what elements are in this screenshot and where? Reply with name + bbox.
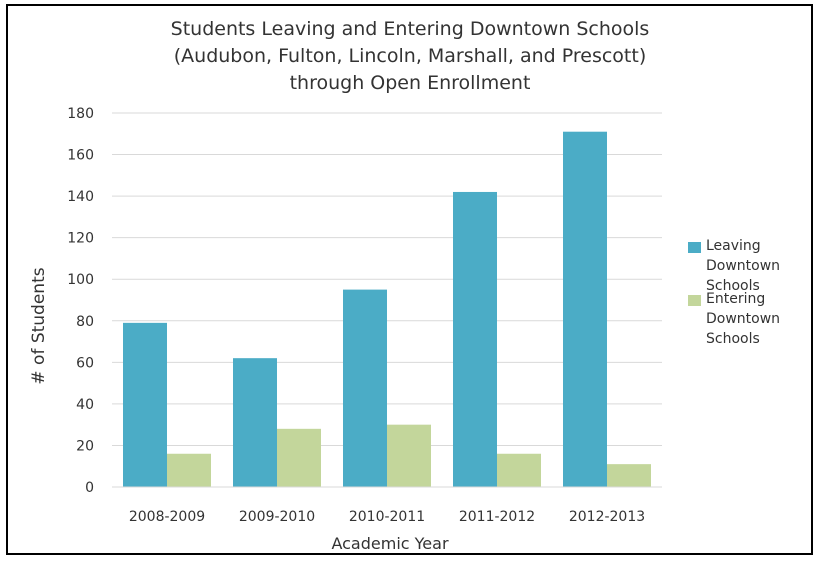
bar-leaving — [343, 289, 387, 487]
legend-label-leaving-2: Downtown — [706, 258, 781, 274]
y-axis-label: # of Students — [29, 267, 49, 384]
bar-leaving — [563, 131, 607, 487]
legend-swatch-entering — [688, 295, 701, 306]
bar-leaving — [453, 191, 497, 487]
y-tick-label: 160 — [67, 148, 94, 164]
y-tick-label: 20 — [76, 438, 94, 454]
y-tick-label: 80 — [76, 314, 94, 330]
legend-swatch-leaving — [688, 242, 701, 253]
y-tick-label: 0 — [85, 480, 94, 496]
legend-label-leaving-3: Schools — [706, 278, 760, 294]
legend-item-entering: Entering Downtown Schools — [688, 289, 798, 349]
bar-entering — [387, 424, 431, 487]
legend-label-entering-2: Downtown — [706, 311, 781, 327]
y-tick-label: 40 — [76, 397, 94, 413]
bars — [123, 131, 651, 487]
chart-title-line-1: Students Leaving and Entering Downtown S… — [170, 18, 650, 40]
x-tick-label: 2009-2010 — [239, 509, 315, 525]
bar-leaving — [123, 322, 167, 487]
legend-label-leaving-1: Leaving — [706, 238, 761, 254]
x-tick-label: 2008-2009 — [129, 509, 205, 525]
chart-title-line-3: through Open Enrollment — [289, 72, 531, 94]
chart-title-line-2: (Audubon, Fulton, Lincoln, Marshall, and… — [173, 45, 647, 67]
y-tick-label: 140 — [67, 189, 94, 205]
x-axis-label: Academic Year — [331, 534, 448, 553]
bar-entering — [277, 428, 321, 487]
legend: Leaving Downtown Schools Entering Downto… — [688, 236, 798, 349]
x-axis: 2008-2009 2009-2010 2010-2011 2011-2012 2012… — [112, 486, 662, 525]
y-axis: 0 20 40 60 80 100 120 140 160 180 — [67, 106, 94, 496]
legend-label-entering-1: Entering — [706, 291, 766, 307]
y-tick-label: 180 — [67, 106, 94, 122]
y-tick-label: 120 — [67, 231, 94, 247]
legend-item-leaving: Leaving Downtown Schools — [688, 236, 798, 296]
x-tick-label: 2010-2011 — [349, 509, 425, 525]
chart-title: Students Leaving and Entering Downtown S… — [150, 16, 670, 97]
y-tick-label: 100 — [67, 272, 94, 288]
x-tick-label: 2011-2012 — [459, 509, 535, 525]
bar-leaving — [233, 358, 277, 487]
y-tick-label: 60 — [76, 355, 94, 371]
bar-entering — [497, 453, 541, 487]
bar-entering — [607, 464, 651, 487]
legend-label-entering-3: Schools — [706, 331, 760, 347]
x-tick-label: 2012-2013 — [569, 509, 645, 525]
bar-entering — [167, 453, 211, 487]
